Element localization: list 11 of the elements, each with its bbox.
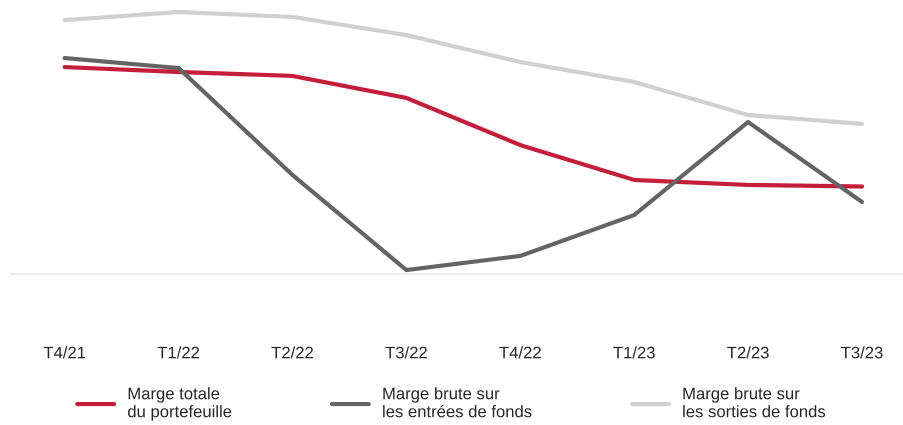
legend-label: Marge totale du portefeuille xyxy=(128,387,232,421)
x-tick-label: T2/22 xyxy=(272,346,313,358)
x-tick-label: T4/22 xyxy=(499,346,541,358)
legend-label: Marge brute sur les entrées de fonds xyxy=(383,387,532,418)
x-tick-label: T2/23 xyxy=(727,346,769,358)
legend-label: Marge brute sur les sorties de fonds xyxy=(683,387,826,418)
x-tick-label: T1/23 xyxy=(613,346,655,358)
x-tick-label: T3/22 xyxy=(385,346,427,358)
x-tick-label: T4/21 xyxy=(44,346,86,358)
x-tick-label: T3/23 xyxy=(841,346,883,358)
x-tick-label: T1/22 xyxy=(158,346,200,358)
